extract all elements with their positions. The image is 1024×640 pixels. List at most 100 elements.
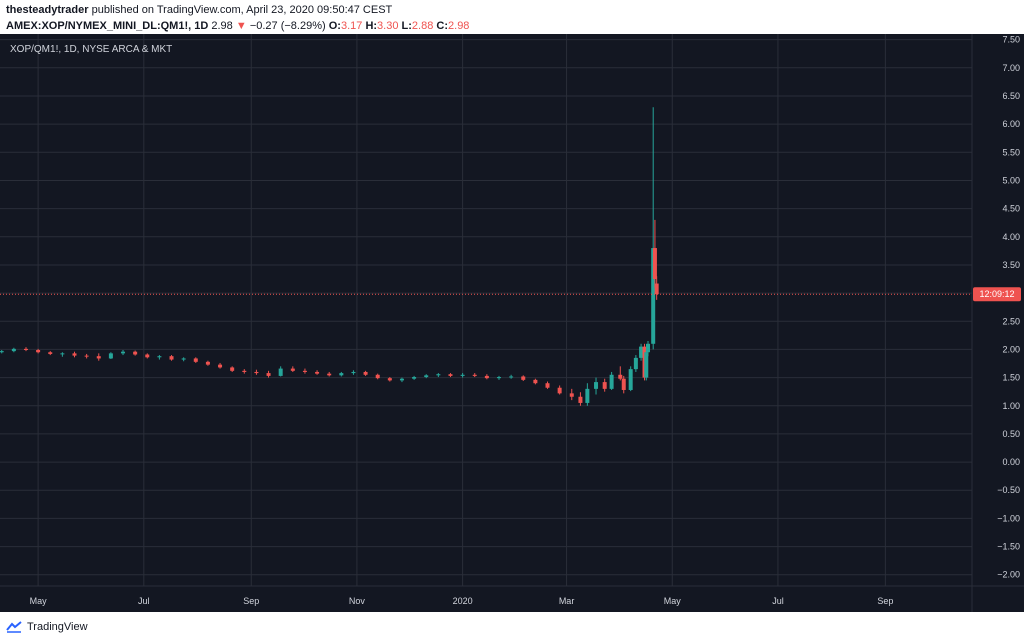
candle-body	[602, 382, 607, 389]
symbol-name: AMEX:XOP/NYMEX_MINI_DL:QM1!, 1D	[6, 20, 209, 32]
author-name: thesteadytrader	[6, 4, 89, 16]
y-tick-label: 4.50	[1002, 204, 1020, 214]
candle-body	[628, 369, 633, 390]
candle-body	[23, 348, 28, 350]
candles	[0, 107, 659, 406]
candle-body	[609, 374, 614, 389]
candle-body	[375, 374, 380, 379]
candle-body	[193, 358, 198, 362]
candle-body	[266, 373, 271, 376]
candle-body	[133, 351, 138, 355]
x-tick-label: 2020	[453, 596, 473, 606]
candle-body	[436, 374, 441, 376]
candle-body	[205, 361, 210, 365]
price-tag: 12:09:12	[979, 289, 1014, 299]
candle-body	[585, 388, 590, 403]
price-chart[interactable]: 7.507.006.506.005.505.004.504.003.503.00…	[0, 34, 1024, 612]
y-tick-label: 5.00	[1002, 175, 1020, 185]
candle-body	[315, 371, 320, 374]
x-tick-label: Sep	[877, 596, 893, 606]
candle-body	[460, 374, 465, 376]
candle-body	[569, 393, 574, 397]
x-tick-label: Mar	[559, 596, 575, 606]
symbol-info: AMEX:XOP/NYMEX_MINI_DL:QM1!, 1D 2.98 ▼ −…	[6, 20, 469, 32]
candle-body	[327, 373, 332, 376]
candle-body	[578, 396, 583, 403]
candle-body	[472, 374, 477, 376]
y-tick-label: 7.00	[1002, 63, 1020, 73]
y-tick-label: 0.00	[1002, 457, 1020, 467]
candle-body	[11, 348, 16, 352]
candle-body	[254, 371, 259, 374]
candle-body	[48, 352, 53, 354]
candle-body	[121, 351, 126, 354]
candle-body	[545, 383, 550, 388]
y-tick-label: 6.00	[1002, 119, 1020, 129]
candle-body	[509, 376, 514, 378]
close-label: C:	[436, 20, 449, 32]
open-value: 3.17	[340, 20, 363, 32]
candle-body	[496, 377, 501, 379]
y-tick-label: 3.50	[1002, 260, 1020, 270]
y-tick-label: −2.00	[997, 570, 1020, 580]
x-tick-label: Jul	[138, 596, 150, 606]
candle-body	[108, 353, 113, 359]
candle-body	[145, 354, 150, 358]
candle-body	[0, 351, 4, 353]
candle-body	[633, 357, 638, 370]
candle-body	[218, 364, 223, 368]
candle-body	[521, 376, 526, 380]
candle-body	[557, 387, 562, 394]
x-tick-label: May	[664, 596, 682, 606]
candle-body	[644, 352, 649, 378]
y-tick-label: 1.50	[1002, 373, 1020, 383]
candle-body	[484, 375, 489, 379]
last-price: 2.98	[211, 20, 233, 32]
candle-body	[399, 378, 404, 381]
y-tick-label: 6.50	[1002, 91, 1020, 101]
candle-body	[351, 371, 356, 374]
candle-body	[621, 378, 626, 390]
low-value: 2.88	[411, 20, 434, 32]
candle-body	[594, 382, 599, 389]
y-tick-label: −0.50	[997, 485, 1020, 495]
high-label: H:	[365, 20, 378, 32]
time-axis[interactable]: May Jul Sep Nov 2020 Mar May Jul Sep	[30, 596, 894, 606]
y-tick-label: −1.50	[997, 542, 1020, 552]
x-tick-label: Sep	[243, 596, 259, 606]
x-tick-label: Nov	[349, 596, 366, 606]
candle-body	[651, 248, 656, 344]
footer-brand[interactable]: TradingView	[6, 618, 88, 636]
candle-body	[84, 355, 89, 357]
candle-body	[169, 356, 174, 360]
y-tick-label: 2.50	[1002, 316, 1020, 326]
chart-background	[0, 34, 1024, 612]
candle-body	[618, 374, 623, 379]
candle-body	[96, 356, 101, 359]
x-tick-label: Jul	[772, 596, 784, 606]
candle-body	[72, 353, 77, 356]
candle-body	[448, 374, 453, 376]
y-tick-label: 0.50	[1002, 429, 1020, 439]
tradingview-logo-icon	[6, 621, 22, 633]
candle-body	[290, 368, 295, 371]
candle-body	[652, 248, 657, 280]
candle-body	[339, 373, 344, 376]
candle-body	[424, 375, 429, 378]
published-text: published on TradingView.com, April 23, …	[91, 4, 393, 16]
candle-body	[363, 371, 368, 375]
price-change: −0.27 (−8.29%)	[249, 20, 326, 32]
open-label: O:	[328, 20, 341, 32]
candle-body	[302, 370, 307, 372]
x-tick-label: May	[30, 596, 48, 606]
candle-body	[646, 343, 650, 353]
close-value: 2.98	[448, 20, 470, 32]
candle-body	[60, 353, 65, 355]
candle-body	[36, 349, 41, 353]
candle-body	[242, 370, 247, 372]
y-tick-label: 2.00	[1002, 344, 1020, 354]
high-value: 3.30	[377, 20, 399, 32]
candle-body	[278, 368, 283, 376]
candle-body	[230, 367, 235, 371]
candle-body	[639, 346, 644, 358]
